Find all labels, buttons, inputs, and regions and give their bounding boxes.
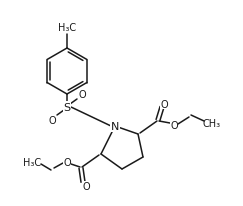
Text: CH₃: CH₃ — [203, 118, 221, 128]
Text: O: O — [160, 99, 168, 109]
Text: O: O — [78, 90, 86, 99]
Text: O: O — [82, 181, 90, 191]
Text: O: O — [48, 115, 56, 125]
Text: O: O — [63, 157, 71, 167]
Text: S: S — [63, 103, 70, 112]
Text: H₃C: H₃C — [58, 23, 76, 33]
Text: N: N — [111, 121, 119, 131]
Text: H₃C: H₃C — [23, 157, 41, 167]
Text: O: O — [170, 121, 178, 130]
